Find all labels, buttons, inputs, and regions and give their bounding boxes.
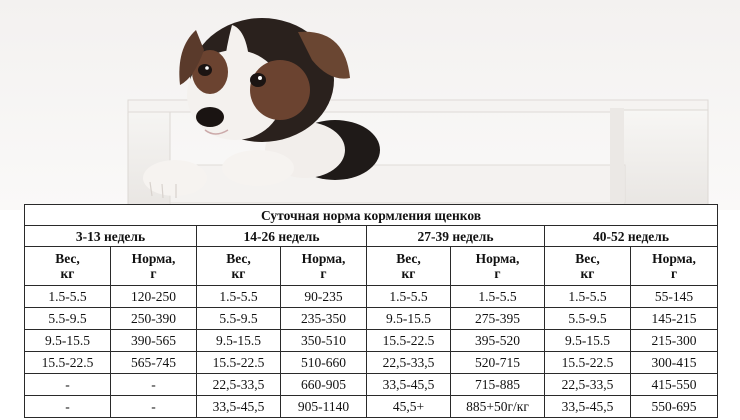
table-cell: 22,5-33,5 (196, 373, 281, 396)
table-cell: 9.5-15.5 (544, 329, 631, 352)
feeding-table-container: Суточная норма кормления щенков 3-13 нед… (23, 204, 719, 418)
table-row: 9.5-15.5 390-565 9.5-15.5 350-510 15.5-2… (24, 329, 719, 352)
table-cell: 22,5-33,5 (366, 351, 451, 374)
norm-header: Норма, г (629, 246, 719, 286)
table-row: - - 33,5-45,5 905-1140 45,5+ 885+50г/кг … (24, 395, 719, 418)
table-row: - - 22,5-33,5 660-905 33,5-45,5 715-885 … (24, 373, 719, 396)
column-subheader-row: Вес, кг Норма, г Вес, кг Норма, г Вес, кг Нор… (24, 246, 719, 286)
table-cell: 1.5-5.5 (450, 285, 545, 308)
table-cell: 5.5-9.5 (24, 307, 111, 330)
table-cell: 15.5-22.5 (196, 351, 281, 374)
table-cell: 235-350 (280, 307, 367, 330)
norm-header: Норма, г (450, 246, 545, 286)
table-cell: 215-300 (629, 329, 719, 352)
table-cell: 15.5-22.5 (366, 329, 451, 352)
norm-header: Норма, г (280, 246, 367, 286)
weight-header: Вес, кг (196, 246, 281, 286)
table-cell: 33,5-45,5 (544, 395, 631, 418)
table-cell: 300-415 (629, 351, 719, 374)
table-row: 5.5-9.5 250-390 5.5-9.5 235-350 9.5-15.5… (24, 307, 719, 330)
weight-header: Вес, кг (24, 246, 111, 286)
table-cell: 120-250 (110, 285, 197, 308)
table-title: Суточная норма кормления щенков (23, 204, 719, 226)
feeding-norms-table: Суточная норма кормления щенков 3-13 нед… (23, 204, 719, 418)
period-header: 27-39 недель (366, 225, 545, 247)
table-cell: 33,5-45,5 (196, 395, 281, 418)
table-cell: 15.5-22.5 (544, 351, 631, 374)
table-cell: 22,5-33,5 (544, 373, 631, 396)
table-cell: 55-145 (629, 285, 719, 308)
table-cell: 33,5-45,5 (366, 373, 451, 396)
table-cell: 5.5-9.5 (544, 307, 631, 330)
weight-header: Вес, кг (544, 246, 631, 286)
table-cell: 9.5-15.5 (24, 329, 111, 352)
table-cell: 15.5-22.5 (24, 351, 111, 374)
table-cell: 9.5-15.5 (196, 329, 281, 352)
table-cell: 145-215 (629, 307, 719, 330)
table-cell: 885+50г/кг (450, 395, 545, 418)
table-cell: 275-395 (450, 307, 545, 330)
weight-header: Вес, кг (366, 246, 451, 286)
period-header: 14-26 недель (196, 225, 367, 247)
table-cell: 1.5-5.5 (366, 285, 451, 308)
table-cell: - (24, 373, 111, 396)
table-cell: 550-695 (629, 395, 719, 418)
table-cell: - (110, 373, 197, 396)
table-cell: 45,5+ (366, 395, 451, 418)
table-row: 15.5-22.5 565-745 15.5-22.5 510-660 22,5… (24, 351, 719, 374)
table-cell: 1.5-5.5 (544, 285, 631, 308)
norm-header: Норма, г (110, 246, 197, 286)
period-header: 40-52 недель (543, 225, 719, 247)
table-cell: 520-715 (450, 351, 545, 374)
table-row: 1.5-5.5 120-250 1.5-5.5 90-235 1.5-5.5 1… (24, 285, 719, 308)
puppy (143, 18, 380, 199)
table-cell: 5.5-9.5 (196, 307, 281, 330)
table-cell: 390-565 (110, 329, 197, 352)
table-cell: 715-885 (450, 373, 545, 396)
table-cell: 510-660 (280, 351, 367, 374)
period-header-row: 3-13 недель 14-26 недель 27-39 недель 40… (24, 225, 719, 247)
table-title-row: Суточная норма кормления щенков (23, 204, 719, 226)
table-cell: 415-550 (629, 373, 719, 396)
table-cell: 660-905 (280, 373, 367, 396)
table-cell: 9.5-15.5 (366, 307, 451, 330)
table-cell: - (24, 395, 111, 418)
table-cell: 1.5-5.5 (24, 285, 111, 308)
table-cell: - (110, 395, 197, 418)
table-cell: 1.5-5.5 (196, 285, 281, 308)
table-cell: 565-745 (110, 351, 197, 374)
table-cell: 90-235 (280, 285, 367, 308)
table-cell: 905-1140 (280, 395, 367, 418)
table-cell: 250-390 (110, 307, 197, 330)
period-header: 3-13 недель (24, 225, 197, 247)
table-cell: 350-510 (280, 329, 367, 352)
puppy-photo (0, 0, 740, 210)
table-cell: 395-520 (450, 329, 545, 352)
